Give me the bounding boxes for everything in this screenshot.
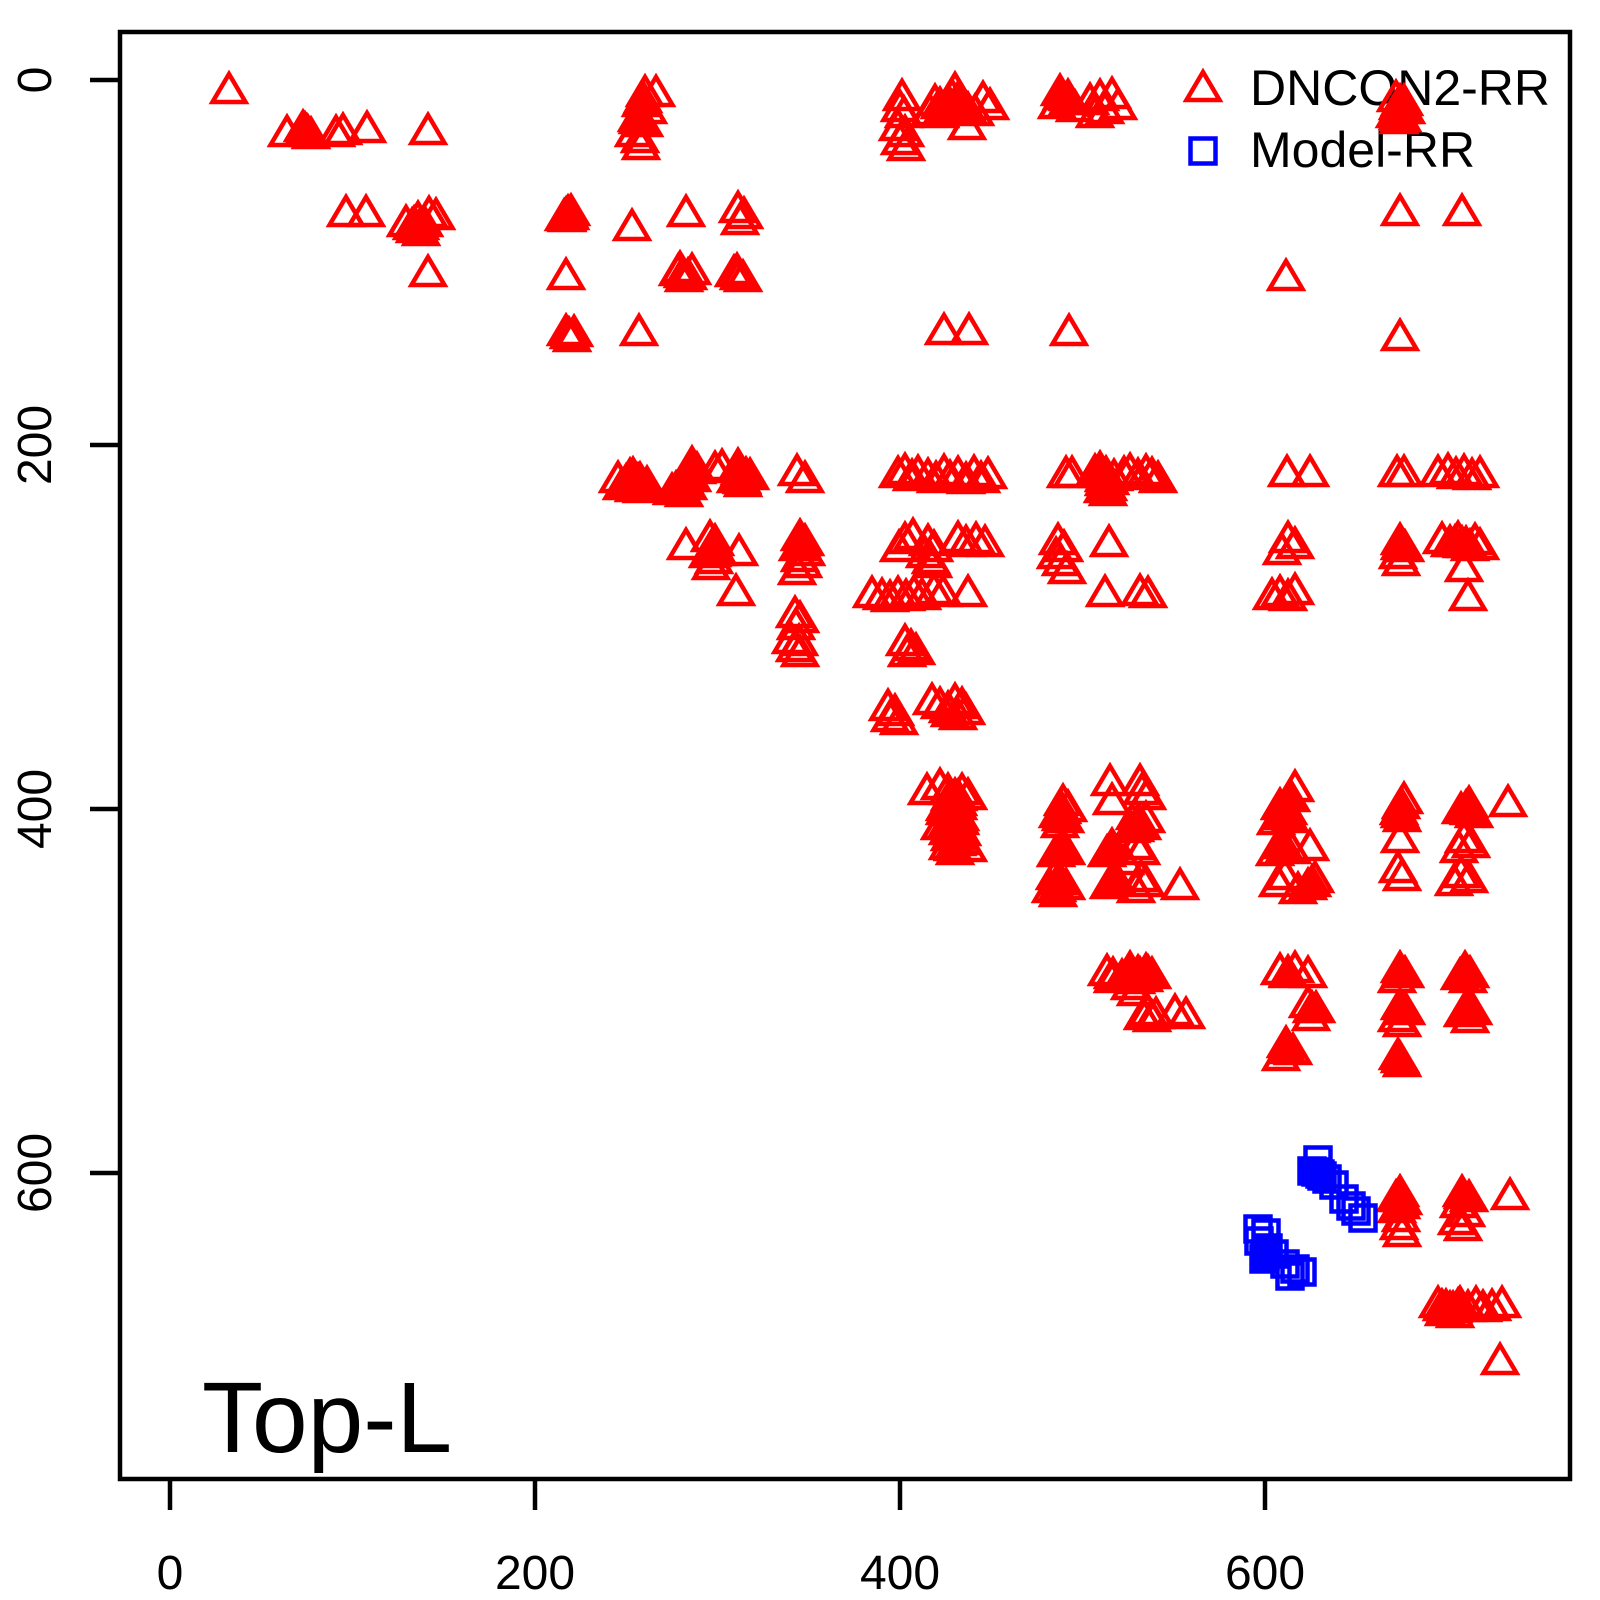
svg-text:200: 200 [9, 405, 62, 485]
svg-text:400: 400 [860, 1547, 940, 1600]
svg-text:600: 600 [1225, 1547, 1305, 1600]
svg-text:0: 0 [9, 67, 62, 94]
svg-text:Top-L: Top-L [202, 1362, 452, 1474]
svg-text:400: 400 [9, 769, 62, 849]
svg-text:0: 0 [157, 1547, 184, 1600]
svg-text:Model-RR: Model-RR [1250, 122, 1475, 178]
svg-text:600: 600 [9, 1133, 62, 1213]
svg-text:200: 200 [495, 1547, 575, 1600]
